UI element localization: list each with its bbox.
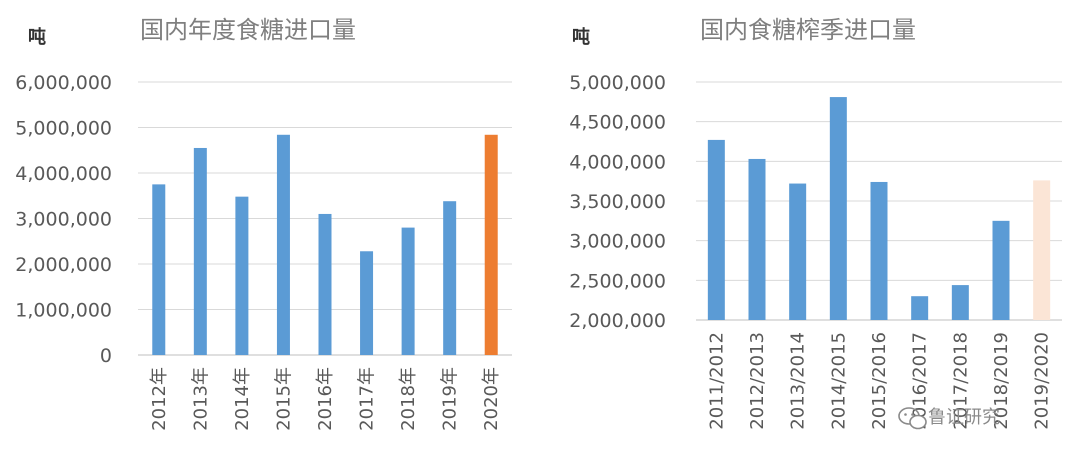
x-tick-label: 2013/2014 xyxy=(788,332,809,430)
x-tick-label: 2017年 xyxy=(357,367,378,431)
y-tick-label: 5,000,000 xyxy=(569,72,666,94)
bar-2013年 xyxy=(193,147,207,355)
bar-2018/2019 xyxy=(992,220,1010,320)
bar-2018年 xyxy=(401,227,415,355)
y-tick-label: 2,000,000 xyxy=(569,310,666,332)
bar-2015年 xyxy=(276,134,290,355)
chart2-title: 国内食糖榨季进口量 xyxy=(700,16,916,44)
annual-import-chart: 吨 国内年度食糖进口量 0 1,000,000 2,000,000 3,000,000… xyxy=(15,16,512,431)
x-tick-label: 2018/2019 xyxy=(991,332,1012,430)
bar-2015/2016 xyxy=(870,181,888,320)
x-tick-label: 2018年 xyxy=(398,367,419,431)
bar-2017/2018 xyxy=(951,285,969,320)
x-tick-label: 2012/2013 xyxy=(747,332,768,430)
x-tick-label: 2020年 xyxy=(481,367,502,431)
bar-2014年 xyxy=(235,196,249,355)
y-tick-label: 2,000,000 xyxy=(15,254,112,276)
x-tick-label: 2016/2017 xyxy=(910,332,931,430)
x-tick-label: 2019年 xyxy=(440,367,461,431)
y-tick-label: 3,500,000 xyxy=(569,191,666,213)
chart2-unit-label: 吨 xyxy=(572,26,590,48)
bar-2017年 xyxy=(360,251,374,355)
x-tick-label: 2015/2016 xyxy=(869,332,890,430)
x-tick-label: 2014年 xyxy=(232,367,253,431)
bar-2016/2017 xyxy=(911,296,929,320)
chart1-title: 国内年度食糖进口量 xyxy=(140,16,356,44)
bar-2013/2014 xyxy=(789,183,807,320)
y-tick-label: 3,000,000 xyxy=(569,231,666,253)
x-tick-label: 2019/2020 xyxy=(1032,332,1053,430)
y-tick-label: 2,500,000 xyxy=(569,270,666,292)
bar-2019年 xyxy=(443,201,457,355)
bar-2012/2013 xyxy=(748,158,766,320)
bar-2016年 xyxy=(318,213,332,355)
y-tick-label: 4,500,000 xyxy=(569,112,666,134)
bar-2012年 xyxy=(152,184,166,355)
season-import-chart: 吨 国内食糖榨季进口量 2,000,000 2,500,000 3,000,000 3… xyxy=(569,16,1062,430)
watermark-text: 鲁证研究 xyxy=(928,407,1000,428)
x-tick-label: 2013年 xyxy=(190,367,211,431)
wechat-icon xyxy=(898,407,927,430)
x-tick-label: 2016年 xyxy=(315,367,336,431)
x-tick-label: 2014/2015 xyxy=(828,332,849,430)
y-tick-label: 4,000,000 xyxy=(569,151,666,173)
x-tick-label: 2012年 xyxy=(149,367,170,431)
bar-2019/2020 xyxy=(1033,180,1051,320)
y-tick-label: 4,000,000 xyxy=(15,163,112,185)
y-tick-label: 0 xyxy=(100,345,112,367)
bar-2020年 xyxy=(484,134,498,355)
watermark: 鲁证研究 xyxy=(898,407,1000,430)
y-tick-label: 5,000,000 xyxy=(15,118,112,140)
y-tick-label: 1,000,000 xyxy=(15,300,112,322)
x-tick-label: 2017/2018 xyxy=(950,332,971,430)
bar-2011/2012 xyxy=(707,139,725,320)
bar-2014/2015 xyxy=(829,97,847,320)
y-tick-label: 6,000,000 xyxy=(15,72,112,94)
chart1-unit-label: 吨 xyxy=(28,26,46,48)
x-tick-label: 2011/2012 xyxy=(706,332,727,430)
x-tick-label: 2015年 xyxy=(273,367,294,431)
y-tick-label: 3,000,000 xyxy=(15,209,112,231)
